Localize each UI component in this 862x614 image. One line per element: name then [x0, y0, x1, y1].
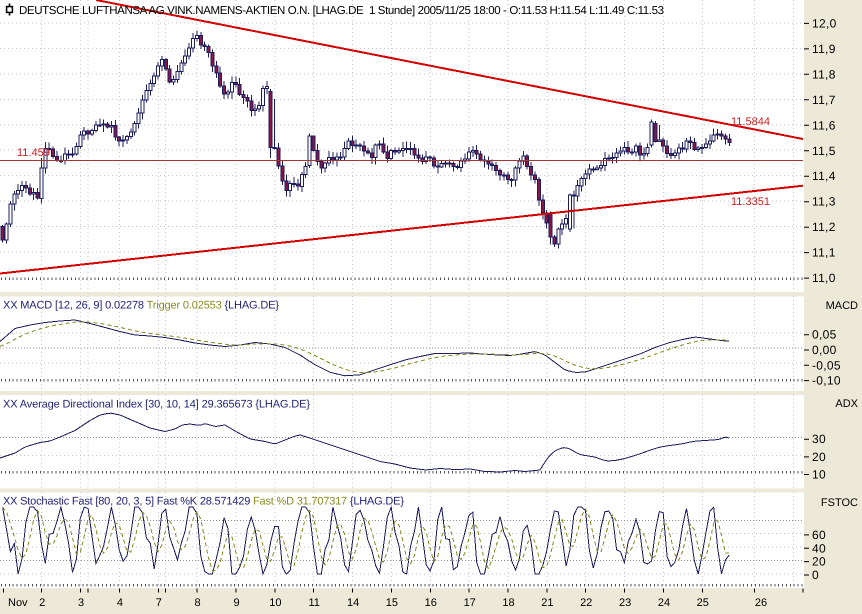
svg-text:21: 21 — [541, 597, 553, 609]
svg-text:MACD: MACD — [826, 300, 858, 312]
svg-text:ADX: ADX — [835, 398, 858, 410]
svg-text:4: 4 — [117, 597, 123, 609]
svg-text:XX Stochastic Fast [80, 20, 3,: XX Stochastic Fast [80, 20, 3, 5] Fast %… — [3, 496, 404, 508]
svg-text:0,05: 0,05 — [812, 328, 837, 342]
svg-text:DEUTSCHE LUFTHANSA AG VINK.NAM: DEUTSCHE LUFTHANSA AG VINK.NAMENS-AKTIEN… — [19, 5, 664, 17]
svg-text:60: 60 — [812, 528, 826, 542]
svg-text:16: 16 — [425, 597, 437, 609]
svg-text:11,6: 11,6 — [812, 118, 836, 132]
svg-text:7: 7 — [156, 597, 162, 609]
svg-text:11,4: 11,4 — [812, 169, 836, 183]
svg-text:25: 25 — [697, 597, 709, 609]
svg-text:23: 23 — [619, 597, 631, 609]
svg-text:0: 0 — [812, 568, 819, 582]
svg-text:10: 10 — [269, 597, 281, 609]
svg-text:14: 14 — [347, 597, 359, 609]
svg-text:22: 22 — [580, 597, 592, 609]
svg-text:24: 24 — [658, 597, 670, 609]
svg-text:-0,10: -0,10 — [812, 374, 841, 388]
svg-text:FSTOC: FSTOC — [821, 497, 858, 509]
svg-text:XX MACD [12, 26, 9] 0.02278 Tr: XX MACD [12, 26, 9] 0.02278 Trigger 0.02… — [3, 300, 279, 312]
svg-text:30: 30 — [812, 432, 826, 446]
svg-text:3: 3 — [78, 597, 84, 609]
svg-text:Nov: Nov — [8, 597, 28, 609]
svg-text:11.459: 11.459 — [17, 147, 50, 159]
svg-text:20: 20 — [812, 555, 826, 569]
svg-text:11,2: 11,2 — [812, 220, 836, 234]
svg-text:20: 20 — [812, 450, 826, 464]
svg-text:0,00: 0,00 — [812, 343, 837, 357]
svg-text:11,0: 11,0 — [812, 271, 836, 285]
svg-text:11.5844: 11.5844 — [731, 116, 770, 128]
svg-text:2: 2 — [39, 597, 45, 609]
svg-text:XX Average Directional Index [: XX Average Directional Index [30, 10, 14… — [3, 399, 310, 411]
svg-text:26: 26 — [755, 597, 767, 609]
svg-text:11.3351: 11.3351 — [731, 196, 770, 208]
svg-text:11: 11 — [308, 597, 319, 609]
svg-text:8: 8 — [195, 597, 201, 609]
svg-text:11,5: 11,5 — [812, 144, 836, 158]
svg-text:9: 9 — [233, 597, 239, 609]
svg-text:11,7: 11,7 — [812, 93, 836, 107]
svg-text:15: 15 — [386, 597, 398, 609]
svg-text:-0,05: -0,05 — [812, 358, 841, 372]
svg-text:40: 40 — [812, 541, 826, 555]
svg-text:11,1: 11,1 — [812, 246, 836, 260]
svg-text:11,3: 11,3 — [812, 195, 836, 209]
svg-text:11,9: 11,9 — [812, 42, 836, 56]
svg-text:11,8: 11,8 — [812, 67, 836, 81]
svg-text:10: 10 — [812, 468, 826, 482]
svg-text:18: 18 — [502, 597, 514, 609]
svg-text:12,0: 12,0 — [812, 16, 837, 30]
svg-text:17: 17 — [464, 597, 476, 609]
